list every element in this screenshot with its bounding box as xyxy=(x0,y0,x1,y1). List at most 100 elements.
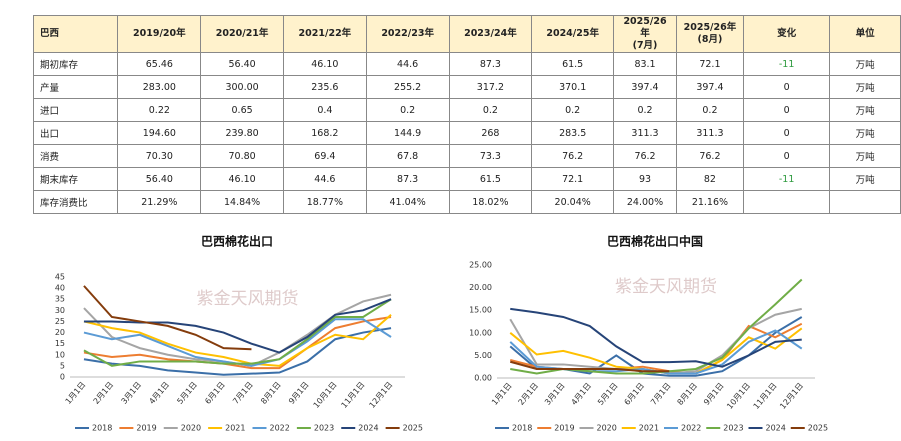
legend-label: 2022 xyxy=(681,424,701,433)
table-cell: 268 xyxy=(448,121,533,145)
legend-label: 2018 xyxy=(92,424,112,433)
table-cell: 进口 xyxy=(32,98,119,122)
x-tick-label: 5月1日 xyxy=(596,381,620,407)
legend-label: 2021 xyxy=(225,424,245,433)
table-cell: 出口 xyxy=(32,121,119,145)
empty-cell xyxy=(829,190,901,214)
x-tick-label: 2月1日 xyxy=(92,380,116,406)
table-cell: 72.1 xyxy=(531,167,615,191)
table-cell: 76.2 xyxy=(675,144,744,168)
table-cell: 300.00 xyxy=(200,75,284,99)
x-tick-label: 9月1日 xyxy=(702,381,726,407)
legend-label: 2019 xyxy=(554,424,574,433)
table-cell: 2019/20年 xyxy=(117,15,202,53)
table-cell: 2022/23年 xyxy=(365,15,450,53)
x-tick-label: 1月1日 xyxy=(64,380,88,406)
table-cell: 0 xyxy=(742,75,831,99)
table-cell: 2024/25年 xyxy=(531,15,615,53)
table-cell: 56.40 xyxy=(117,167,202,191)
table-cell: 67.8 xyxy=(365,144,450,168)
legend-label: 2021 xyxy=(639,424,659,433)
table-cell: 14.84% xyxy=(200,190,284,214)
x-tick-label: 11月1日 xyxy=(340,380,367,410)
table-row: 期末库存 56.40 46.10 44.6 87.3 61.5 72.1 93 82 -11 万吨 xyxy=(32,167,901,191)
x-tick-label: 2月1日 xyxy=(516,381,540,407)
table-cell: 239.80 xyxy=(200,121,284,145)
legend-label: 2023 xyxy=(723,424,743,433)
series-line xyxy=(83,316,392,370)
y-tick-label: 0.00 xyxy=(474,374,492,383)
table-cell: 397.4 xyxy=(675,75,744,99)
series-line xyxy=(510,307,802,368)
table-row: 消费 70.30 70.80 69.4 67.8 73.3 76.2 76.2 76.2 0 万吨 xyxy=(32,144,901,168)
x-tick-label: 7月1日 xyxy=(649,381,673,407)
watermark: 紫金天风期货 xyxy=(197,289,299,309)
legend-label: 2018 xyxy=(512,424,532,433)
series-line xyxy=(509,316,803,377)
legend-label: 2025 xyxy=(403,424,423,433)
series-line xyxy=(509,360,670,373)
table-cell: -11 xyxy=(742,52,831,76)
header-row: 巴西 2019/20年 2020/21年 2021/22年 2022/23年 2023/2… xyxy=(32,15,901,53)
table-cell: 0.22 xyxy=(117,98,202,122)
x-tick-label: 5月1日 xyxy=(175,380,199,406)
table-cell: 0.2 xyxy=(448,98,533,122)
y-tick-label: 15 xyxy=(55,339,65,348)
series-line xyxy=(83,314,392,367)
table-cell: 61.5 xyxy=(531,52,615,76)
x-tick-label: 10月1日 xyxy=(725,381,752,411)
table-row: 出口 194.60 239.80 168.2 144.9 268 283.5 311.3 311… xyxy=(32,121,901,145)
y-tick-label: 40 xyxy=(55,284,65,293)
table-cell: 76.2 xyxy=(613,144,677,168)
chart-title: 巴西棉花出口中国 xyxy=(607,234,703,249)
table-cell: 2025/26年 (7月) xyxy=(613,15,677,53)
table-cell: 18.02% xyxy=(448,190,533,214)
y-tick-label: 5 xyxy=(60,361,65,370)
y-tick-label: 30 xyxy=(55,306,65,315)
x-tick-label: 12月1日 xyxy=(778,381,805,411)
table-row: 期初库存 65.46 56.40 46.10 44.6 87.3 61.5 83.1 72.1-… xyxy=(32,52,901,76)
table-cell: 18.77% xyxy=(282,190,367,214)
table-row: 进口 0.22 0.65 0.4 0.2 0.2 0.2 0.2 0.2 0 万吨 xyxy=(32,98,901,122)
table-cell: 82 xyxy=(675,167,744,191)
x-tick-label: 4月1日 xyxy=(569,381,593,407)
x-tick-label: 11月1日 xyxy=(752,381,779,411)
y-tick-label: 45 xyxy=(55,273,65,282)
table-cell: -11 xyxy=(742,167,831,191)
x-tick-label: 6月1日 xyxy=(203,380,227,406)
y-tick-label: 20 xyxy=(55,328,65,337)
table-cell: 变化 xyxy=(742,15,831,53)
y-tick-label: 25 xyxy=(55,317,65,326)
table-cell: 0 xyxy=(742,98,831,122)
table-cell: 库存消费比 xyxy=(32,190,119,214)
table-cell: 93 xyxy=(613,167,677,191)
y-tick-label: 35 xyxy=(55,295,65,304)
legend-label: 2020 xyxy=(181,424,201,433)
table-cell: 0 xyxy=(742,121,831,145)
x-tick-label: 10月1日 xyxy=(312,380,339,410)
y-tick-label: 10 xyxy=(55,350,65,359)
empty-cell xyxy=(742,190,831,214)
x-tick-label: 3月1日 xyxy=(120,380,144,406)
table-cell: 70.80 xyxy=(200,144,284,168)
legend-label: 2023 xyxy=(314,424,334,433)
table-cell: 61.5 xyxy=(448,167,533,191)
table-cell: 2023/24年 xyxy=(448,15,533,53)
legend-label: 2022 xyxy=(270,424,290,433)
x-tick-label: 7月1日 xyxy=(231,380,255,406)
watermark: 紫金天风期货 xyxy=(615,277,717,297)
table-cell: 巴西 xyxy=(32,15,119,53)
y-tick-label: 20.00 xyxy=(469,283,492,292)
table-row: 产量 283.00 300.00 235.6 255.2 317.2 370.1 397.4 3… xyxy=(32,75,901,99)
x-tick-label: 4月1日 xyxy=(147,380,171,406)
legend-label: 2020 xyxy=(597,424,617,433)
x-tick-label: 8月1日 xyxy=(675,381,699,407)
x-tick-label: 1月1日 xyxy=(490,381,514,407)
table-cell: 0.4 xyxy=(282,98,367,122)
y-tick-label: 10.00 xyxy=(469,328,492,337)
y-tick-label: 0 xyxy=(60,373,65,382)
table-cell: 41.04% xyxy=(365,190,450,214)
legend-label: 2019 xyxy=(136,424,156,433)
